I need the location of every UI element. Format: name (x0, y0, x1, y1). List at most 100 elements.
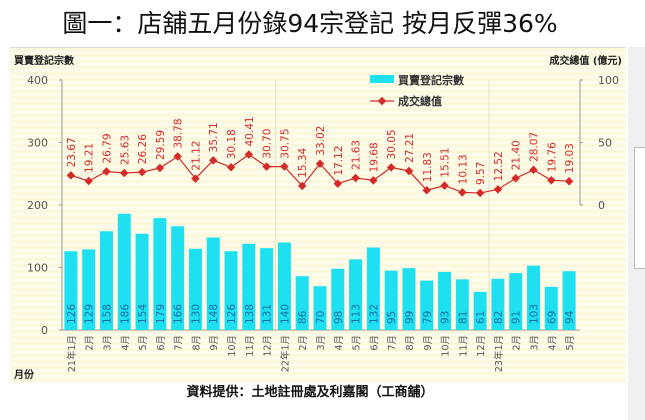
bar-label: 131 (262, 304, 274, 324)
bar-label: 82 (493, 311, 505, 324)
line-label: 10.13 (457, 154, 469, 184)
line-point (493, 185, 503, 194)
line-label: 26.79 (101, 133, 113, 163)
bar (473, 291, 487, 330)
line-label: 27.21 (404, 133, 416, 163)
bar-label: 148 (208, 304, 220, 324)
line-point (208, 156, 218, 165)
x-tick-label: 8月 (191, 335, 202, 351)
x-tick-label: 4月 (120, 335, 131, 351)
left-tick-label: 200 (27, 199, 48, 212)
left-axis-title: 買賣登記宗數 (14, 54, 74, 67)
left-tick-label: 400 (27, 74, 48, 87)
bar (242, 243, 256, 330)
x-tick-label: 4月 (334, 335, 345, 351)
line-label: 11.83 (422, 152, 434, 182)
legend-bar-swatch (370, 75, 394, 83)
line-label: 21.12 (190, 141, 202, 171)
bar-label: 79 (422, 311, 434, 324)
page-title: 圖一：店舖五月份錄94宗登記 按月反彈36% (62, 9, 558, 38)
bar (260, 248, 274, 330)
bar-label: 81 (457, 311, 469, 324)
x-tick-label: 11月 (245, 335, 256, 357)
bar-label: 186 (119, 304, 131, 324)
line-label: 23.67 (66, 137, 78, 167)
bar-label: 95 (386, 311, 398, 324)
x-tick-label: 10月 (441, 335, 452, 357)
line-point (84, 176, 93, 186)
x-tick-label: 12月 (476, 335, 487, 357)
line-point (404, 166, 414, 176)
right-tick-label: 100 (598, 74, 619, 87)
bar (509, 273, 523, 330)
bar-label: 179 (155, 304, 167, 324)
bar-label: 93 (440, 311, 452, 324)
line-label: 15.34 (297, 147, 309, 177)
line-point (547, 176, 556, 185)
line-point (280, 162, 289, 171)
bar-label: 91 (511, 311, 523, 324)
bar (153, 218, 167, 330)
bar (527, 265, 541, 330)
right-tick-label: 0 (598, 199, 605, 212)
x-tick-label: 4月 (547, 335, 558, 351)
bar (206, 237, 220, 330)
line-point (315, 159, 325, 168)
line-point (244, 150, 254, 159)
bar-label: 166 (173, 304, 185, 324)
line-label: 29.59 (155, 130, 167, 160)
x-tick-label: 2月 (512, 335, 523, 351)
line-point (333, 179, 343, 188)
bar (82, 249, 96, 330)
line-label: 33.02 (315, 126, 327, 156)
bar (384, 270, 398, 330)
line-point (369, 176, 378, 185)
x-tick-label: 7月 (174, 335, 185, 351)
bar (99, 231, 113, 330)
line-label: 15.51 (440, 148, 452, 178)
x-tick-label: 5月 (138, 335, 149, 351)
x-tick-label: 6月 (156, 335, 167, 351)
line-label: 26.26 (137, 134, 149, 164)
bar (331, 268, 345, 330)
bar (295, 276, 309, 330)
legend-bar-label: 買賣登記宗數 (398, 73, 464, 87)
left-tick-label: 300 (27, 137, 48, 150)
bar-label: 138 (244, 304, 256, 324)
bar (366, 247, 380, 330)
bar-label: 126 (226, 304, 238, 324)
line-label: 38.78 (173, 118, 185, 148)
line-point (173, 152, 182, 161)
x-tick-label: 3月 (102, 335, 113, 351)
bar (117, 213, 131, 330)
line-label: 19.68 (368, 142, 380, 172)
bar-label: 103 (529, 304, 541, 324)
left-tick-label: 0 (41, 324, 48, 337)
bar (188, 248, 202, 330)
bar-label: 154 (137, 304, 149, 324)
bar-label: 70 (315, 311, 327, 324)
x-tick-label: 2月 (85, 335, 96, 351)
x-tick-label: 11月 (458, 335, 469, 357)
bar (402, 268, 416, 330)
line-point (155, 163, 165, 173)
bar-label: 113 (351, 304, 363, 324)
bar (224, 251, 238, 330)
line-point (422, 185, 432, 195)
x-tick-label: 3月 (316, 335, 327, 351)
bar (64, 251, 78, 330)
bar (562, 271, 576, 330)
line-point (226, 163, 236, 172)
line-label: 30.75 (279, 129, 291, 159)
x-tick-label: 7月 (387, 335, 398, 351)
line-point (297, 181, 307, 191)
left-tick-label: 100 (27, 262, 48, 275)
bar (135, 233, 149, 330)
line-point (351, 173, 360, 183)
bar (349, 259, 363, 330)
bar-label: 140 (279, 304, 291, 324)
line-point (262, 162, 271, 171)
line-point (386, 163, 396, 172)
x-tick-label: 10月 (227, 335, 238, 357)
